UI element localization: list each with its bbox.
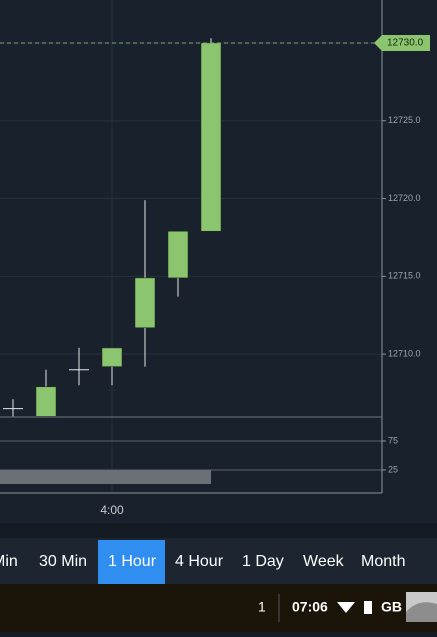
last-price-label: 12730.0 — [387, 38, 424, 49]
timeframe-tab[interactable]: Week — [303, 553, 345, 570]
status-count: 1 — [258, 599, 266, 615]
timeframe-tab[interactable]: 1 Day — [242, 553, 284, 570]
timeframe-tab[interactable]: Month — [361, 553, 405, 570]
indicator-band — [0, 470, 211, 484]
y-tick-label: 25 — [388, 464, 398, 474]
battery-icon — [364, 601, 372, 614]
last-price-tag — [374, 34, 430, 51]
y-tick-label: 12710.0 — [388, 349, 421, 359]
timeframe-tab[interactable]: Min — [0, 553, 18, 570]
y-tick-label: 12725.0 — [388, 115, 421, 125]
x-tick-label: 4:00 — [100, 503, 124, 517]
y-tick-label: 12715.0 — [388, 271, 421, 281]
thumbnail-art — [406, 602, 437, 622]
candle-body — [200, 42, 222, 232]
timeframe-tab[interactable]: 1 Hour — [108, 553, 157, 570]
candle-body — [35, 386, 57, 417]
y-tick-label: 75 — [388, 435, 398, 445]
y-tick-label: 12720.0 — [388, 193, 421, 203]
tab-selected — [98, 540, 165, 584]
candle-body — [134, 277, 156, 328]
candle-body — [167, 230, 189, 279]
spacer — [0, 523, 437, 538]
timeframe-tab[interactable]: 30 Min — [39, 553, 87, 570]
tab-bar — [0, 538, 437, 584]
status-storage: GB — [381, 599, 402, 615]
status-time: 07:06 — [292, 599, 328, 615]
wifi-icon — [337, 602, 355, 613]
timeframe-tab[interactable]: 4 Hour — [175, 553, 224, 570]
candle-body — [101, 347, 123, 367]
